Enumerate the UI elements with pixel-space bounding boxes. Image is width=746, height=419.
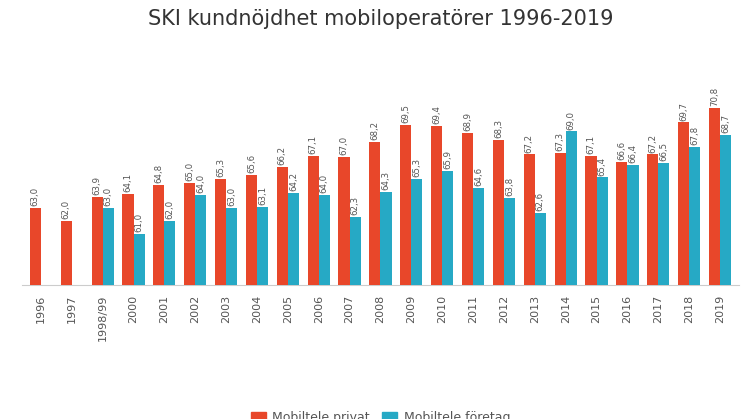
Bar xyxy=(627,165,639,419)
Bar xyxy=(658,163,669,419)
Text: 62,0: 62,0 xyxy=(166,200,175,219)
Text: 66,4: 66,4 xyxy=(628,144,638,163)
Bar xyxy=(565,132,577,419)
Bar xyxy=(277,167,288,419)
Bar xyxy=(678,122,689,419)
Text: 65,3: 65,3 xyxy=(216,158,225,177)
Text: 62,0: 62,0 xyxy=(62,200,71,219)
Bar xyxy=(103,208,113,419)
Bar xyxy=(586,156,597,419)
Text: 69,7: 69,7 xyxy=(679,101,688,121)
Text: 68,3: 68,3 xyxy=(494,119,503,138)
Title: SKI kundnöjdhet mobiloperatörer 1996-2019: SKI kundnöjdhet mobiloperatörer 1996-201… xyxy=(148,9,613,29)
Bar xyxy=(350,217,361,419)
Text: 66,6: 66,6 xyxy=(618,141,627,160)
Bar xyxy=(720,135,731,419)
Bar xyxy=(462,133,473,419)
Bar xyxy=(288,193,299,419)
Text: 64,6: 64,6 xyxy=(474,167,483,186)
Text: 61,0: 61,0 xyxy=(134,213,143,232)
Text: 63,8: 63,8 xyxy=(505,177,514,196)
Bar xyxy=(164,221,175,419)
Bar xyxy=(92,197,103,419)
Text: 64,0: 64,0 xyxy=(320,174,329,194)
Bar xyxy=(493,140,504,419)
Text: 63,0: 63,0 xyxy=(31,187,40,206)
Bar xyxy=(369,142,380,419)
Bar xyxy=(524,155,535,419)
Bar xyxy=(554,153,565,419)
Text: 64,3: 64,3 xyxy=(381,171,390,190)
Bar xyxy=(535,213,546,419)
Bar xyxy=(257,207,268,419)
Text: 63,0: 63,0 xyxy=(104,187,113,206)
Bar xyxy=(411,179,422,419)
Bar xyxy=(339,157,350,419)
Bar xyxy=(616,162,627,419)
Text: 65,3: 65,3 xyxy=(413,158,421,177)
Text: 64,2: 64,2 xyxy=(289,172,298,191)
Text: 66,2: 66,2 xyxy=(278,146,286,166)
Text: 67,3: 67,3 xyxy=(556,132,565,151)
Text: 69,5: 69,5 xyxy=(401,104,410,123)
Bar xyxy=(60,221,72,419)
Bar xyxy=(184,183,195,419)
Text: 67,2: 67,2 xyxy=(648,133,657,153)
Text: 65,9: 65,9 xyxy=(443,150,452,169)
Text: 70,8: 70,8 xyxy=(710,88,719,106)
Bar xyxy=(153,185,164,419)
Text: 68,2: 68,2 xyxy=(371,121,380,140)
Bar xyxy=(122,194,134,419)
Bar xyxy=(246,175,257,419)
Text: 62,3: 62,3 xyxy=(351,196,360,215)
Bar xyxy=(442,171,454,419)
Text: 69,0: 69,0 xyxy=(567,111,576,129)
Bar xyxy=(307,156,319,419)
Text: 67,0: 67,0 xyxy=(339,136,348,155)
Bar xyxy=(319,195,330,419)
Bar xyxy=(380,191,392,419)
Bar xyxy=(30,208,41,419)
Text: 65,4: 65,4 xyxy=(598,156,606,176)
Text: 64,1: 64,1 xyxy=(123,173,133,192)
Bar xyxy=(195,195,207,419)
Text: 65,6: 65,6 xyxy=(247,154,256,173)
Text: 64,8: 64,8 xyxy=(154,164,163,183)
Bar xyxy=(134,234,145,419)
Text: 65,0: 65,0 xyxy=(185,162,194,181)
Text: 62,6: 62,6 xyxy=(536,192,545,211)
Bar xyxy=(709,109,720,419)
Bar xyxy=(431,126,442,419)
Text: 67,1: 67,1 xyxy=(586,134,595,154)
Text: 64,0: 64,0 xyxy=(196,174,205,194)
Bar xyxy=(648,155,658,419)
Bar xyxy=(597,178,608,419)
Bar xyxy=(226,208,237,419)
Text: 63,9: 63,9 xyxy=(93,176,101,195)
Text: 68,7: 68,7 xyxy=(721,114,730,133)
Text: 68,9: 68,9 xyxy=(463,112,472,131)
Bar xyxy=(689,147,700,419)
Text: 63,1: 63,1 xyxy=(258,186,267,205)
Text: 69,4: 69,4 xyxy=(432,106,441,124)
Text: 66,5: 66,5 xyxy=(659,142,668,161)
Text: 67,2: 67,2 xyxy=(524,133,533,153)
Bar xyxy=(504,198,515,419)
Bar xyxy=(215,179,226,419)
Bar xyxy=(473,188,484,419)
Text: 63,0: 63,0 xyxy=(228,187,236,206)
Bar xyxy=(400,125,411,419)
Text: 67,8: 67,8 xyxy=(690,126,699,145)
Text: 67,1: 67,1 xyxy=(309,134,318,154)
Legend: Mobiltele privat, Mobiltele företag: Mobiltele privat, Mobiltele företag xyxy=(246,406,515,419)
